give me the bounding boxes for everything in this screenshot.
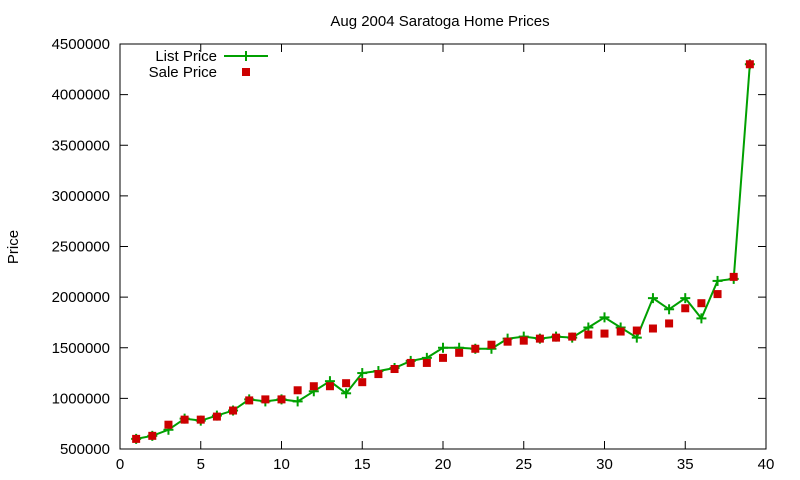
chart-title: Aug 2004 Saratoga Home Prices [330,13,549,30]
legend-label-list-price: List Price [155,48,217,65]
sale-price-point [729,272,738,281]
series-layer [131,59,755,444]
sale-price-point [293,386,302,395]
sale-price-point [568,332,577,341]
sale-price-point [535,334,544,343]
y-tick-label: 1500000 [52,340,110,357]
sale-price-point [180,415,189,424]
x-tick-label: 25 [515,456,532,473]
sale-price-point [132,434,141,443]
sale-price-point [713,290,722,299]
list-price-point [599,312,610,323]
sale-price-point [196,415,205,424]
sale-price-point [309,382,318,391]
sale-price-point [648,324,657,333]
sale-price-point [471,344,480,353]
sale-price-point [439,353,447,362]
y-tick-label: 3500000 [52,137,110,154]
plot-frame [119,43,767,450]
sale-price-point [164,420,173,429]
list-price-point [680,293,691,304]
y-tick-label: 4000000 [52,87,110,104]
sale-price-point [600,329,609,338]
list-price-point [357,368,368,379]
legend-marker-sale-price [242,68,250,76]
y-tick-label: 2500000 [52,239,110,256]
sale-price-point [552,333,561,342]
sale-price-point [277,395,286,404]
sale-price-point [584,330,593,339]
x-tick-label: 35 [677,456,694,473]
sale-price-point [681,304,690,313]
sale-price-point [342,379,351,388]
sale-price-point [422,358,431,367]
x-tick-label: 40 [758,456,775,473]
x-tick-label: 5 [197,456,205,473]
sale-price-point [245,396,254,405]
list-price-point [696,313,707,324]
sale-price-point [616,327,625,336]
list-price-point [712,275,723,286]
legend-label-sale-price: Sale Price [149,64,217,81]
sale-price-point [503,337,512,346]
y-axis-label: Price [5,230,22,264]
sale-price-point [665,319,674,328]
axes: 0 5 10 15 20 25 30 35 40 500000 1000000 1500000 2000… [52,36,775,473]
list-price-point [664,304,675,315]
x-tick-label: 20 [435,456,452,473]
y-tick-label: 1000000 [52,390,110,407]
sale-price-point [358,378,367,387]
list-price-point [341,388,352,399]
y-tick-label: 500000 [60,441,110,458]
y-tick-label: 2000000 [52,289,110,306]
sale-price-point [406,358,415,367]
sale-price-point [148,431,157,440]
y-tick-label: 3000000 [52,188,110,205]
sale-price-point [632,326,641,335]
sale-price-point [229,406,238,415]
sale-price-point [455,348,464,357]
list-price-point [438,342,448,353]
sale-price-point [325,382,334,391]
sale-price-point [261,395,270,404]
sale-price-point [374,370,383,379]
x-tick-label: 30 [596,456,613,473]
sale-price-point [745,60,754,69]
y-tick-label: 4500000 [52,36,110,53]
sale-price-point [487,340,496,349]
x-tick-label: 15 [354,456,371,473]
x-tick-label: 10 [273,456,290,473]
sale-price-point [212,412,221,421]
list-price-line [135,64,751,440]
x-tick-label: 0 [116,456,124,473]
list-price-point [647,293,658,304]
sale-price-point [697,299,706,308]
sale-price-point [519,336,528,345]
sale-price-point [390,365,399,374]
list-price-point [292,396,303,407]
